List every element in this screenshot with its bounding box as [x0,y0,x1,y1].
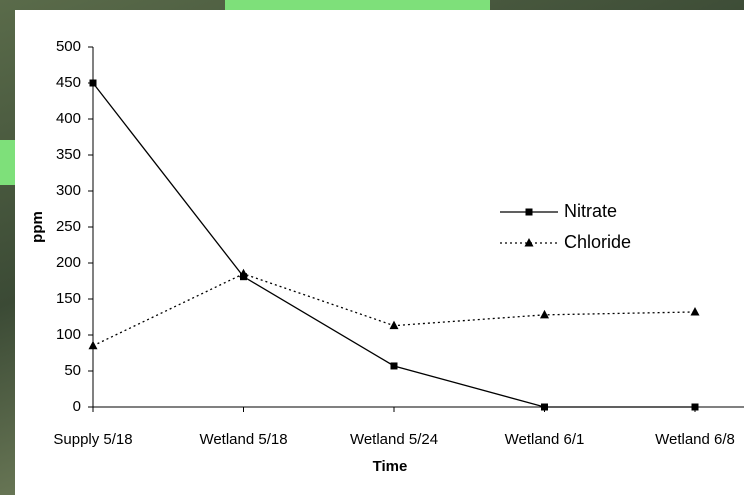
point [391,362,398,369]
point [526,209,533,216]
point [692,404,699,411]
chart: ppm Time 0 50 100 150 200 250 300 350 400 450 500 S… [0,0,744,495]
y-tick-label: 0 [73,398,81,415]
page: {"chart_data": {"type": "line", "categor… [0,0,744,495]
y-tick-label: 400 [56,110,81,127]
y-tick-label: 300 [56,182,81,199]
legend-label: Chloride [564,232,631,252]
y-tick-label: 350 [56,146,81,163]
x-tick-label: Wetland 6/1 [505,431,585,448]
y-tick-label: 150 [56,290,81,307]
y-axis-title: ppm [29,211,46,243]
point [90,80,97,87]
legend-label: Nitrate [564,201,617,221]
y-tick-label: 200 [56,254,81,271]
x-tick-label: Wetland 5/18 [199,431,287,448]
y-tick-label: 50 [64,362,81,379]
y-tick-label: 450 [56,74,81,91]
y-tick-label: 500 [56,38,81,55]
x-tick-label: Wetland 5/24 [350,431,438,448]
chart-background [15,10,744,495]
y-tick-label: 250 [56,218,81,235]
point [541,404,548,411]
x-tick-label: Wetland 6/8 [655,431,735,448]
x-tick-label: Supply 5/18 [53,431,132,448]
x-axis-title: Time [373,458,408,475]
y-tick-label: 100 [56,326,81,343]
